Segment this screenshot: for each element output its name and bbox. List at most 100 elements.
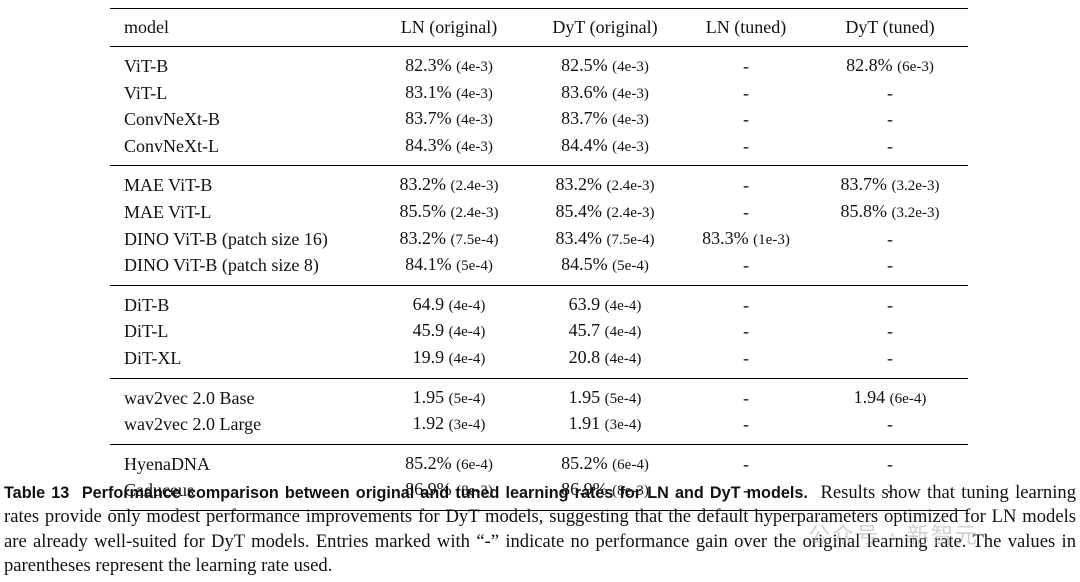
cell-value: 1.95 <box>568 386 601 407</box>
cell-ln-original: 82.3% (4e-3) <box>368 47 530 80</box>
cell-learning-rate: (6e-4) <box>612 456 649 473</box>
table-row: ViT-L 83.1% (4e-3) 83.6% (4e-3) - - <box>110 80 968 107</box>
cell-value: - <box>887 453 893 474</box>
cell-dyt-original: 82.5% (4e-3) <box>530 47 680 80</box>
cell-value: - <box>887 255 893 276</box>
cell-dyt-original: 85.2% (6e-4) <box>530 444 680 477</box>
cell-dyt-tuned: - <box>812 477 968 510</box>
cell-dyt-original: 86.9% (8e-3) <box>530 477 680 510</box>
cell-value: - <box>887 321 893 342</box>
cell-value: - <box>743 347 749 368</box>
cell-ln-tuned: - <box>680 477 812 510</box>
cell-value: - <box>743 135 749 156</box>
table-row: MAE ViT-B 83.2% (2.4e-3) 83.2% (2.4e-3) -83… <box>110 166 968 199</box>
cell-learning-rate: (4e-4) <box>604 350 642 367</box>
table-row: wav2vec 2.0 Base 1.95 (5e-4) 1.95 (5e-4) -1… <box>110 378 968 411</box>
cell-ln-tuned: - <box>680 166 812 199</box>
cell-learning-rate: (7.5e-4) <box>450 231 499 248</box>
cell-ln-original: 84.1% (5e-4) <box>368 252 530 285</box>
cell-learning-rate: (8e-3) <box>612 483 649 500</box>
table-row: DINO ViT-B (patch size 16) 83.2% (7.5e-4)… <box>110 226 968 253</box>
cell-ln-original: 85.2% (6e-4) <box>368 444 530 477</box>
cell-value: 45.7 <box>568 320 601 341</box>
cell-value: 85.2% <box>405 452 452 473</box>
cell-value: 19.9 <box>412 346 445 367</box>
cell-dyt-original: 63.9 (4e-4) <box>530 285 680 318</box>
cell-value: - <box>887 82 893 103</box>
results-table: model LN (original) DyT (original) LN (t… <box>110 8 968 511</box>
table-row: Caduceus 86.9% (8e-3) 86.9% (8e-3) - - <box>110 477 968 510</box>
cell-value: 83.3% <box>702 227 749 248</box>
cell-value: 45.9 <box>412 320 445 341</box>
cell-value: - <box>887 294 893 315</box>
cell-learning-rate: (2.4e-3) <box>606 204 655 221</box>
cell-dyt-original: 83.2% (2.4e-3) <box>530 166 680 199</box>
cell-value: 86.9% <box>561 479 608 500</box>
cell-value: 84.1% <box>405 254 452 275</box>
cell-learning-rate: (6e-3) <box>897 59 934 75</box>
cell-dyt-original: 1.91 (3e-4) <box>530 411 680 444</box>
cell-model: MAE ViT-B <box>124 175 213 196</box>
cell-ln-original: 45.9 (4e-4) <box>368 318 530 345</box>
cell-learning-rate: (3e-4) <box>448 417 486 434</box>
cell-learning-rate: (4e-3) <box>456 138 493 155</box>
cell-learning-rate: (5e-4) <box>448 390 486 407</box>
table-row: MAE ViT-L 85.5% (2.4e-3) 85.4% (2.4e-3) -85… <box>110 199 968 226</box>
table-group: HyenaDNA 85.2% (6e-4) 85.2% (6e-4) - - Caduce… <box>110 444 968 511</box>
cell-value: - <box>743 480 749 501</box>
cell-learning-rate: (4e-4) <box>604 324 642 341</box>
cell-value: 85.8% <box>840 200 888 221</box>
cell-value: - <box>743 82 749 103</box>
cell-value: 1.94 <box>853 386 886 407</box>
cell-ln-original: 86.9% (8e-3) <box>368 477 530 510</box>
cell-learning-rate: (3.2e-3) <box>891 178 940 195</box>
cell-value: 85.5% <box>399 200 447 221</box>
table-row: ConvNeXt-B 83.7% (4e-3) 83.7% (4e-3) - - <box>110 106 968 133</box>
cell-learning-rate: (5e-4) <box>604 390 642 407</box>
cell-dyt-tuned: - <box>812 226 968 253</box>
cell-learning-rate: (4e-3) <box>612 59 649 75</box>
cell-learning-rate: (2.4e-3) <box>606 178 655 195</box>
cell-value: - <box>743 321 749 342</box>
cell-value: - <box>743 109 749 130</box>
cell-learning-rate: (3e-4) <box>604 417 642 434</box>
cell-ln-original: 64.9 (4e-4) <box>368 285 530 318</box>
table-group: wav2vec 2.0 Base 1.95 (5e-4) 1.95 (5e-4) -1… <box>110 378 968 445</box>
cell-value: 1.91 <box>568 413 601 434</box>
cell-learning-rate: (5e-4) <box>612 258 649 275</box>
cell-learning-rate: (3.2e-3) <box>891 204 940 221</box>
cell-dyt-original: 1.95 (5e-4) <box>530 378 680 411</box>
table-caption: Table 13 Performance comparison between … <box>4 481 1076 579</box>
cell-value: - <box>743 387 749 408</box>
cell-value: - <box>887 347 893 368</box>
cell-learning-rate: (8e-3) <box>456 483 493 500</box>
cell-ln-tuned: - <box>680 47 812 80</box>
header-dyt-tuned: DyT (tuned) <box>845 17 935 37</box>
header-dyt-original: DyT (original) <box>552 17 658 37</box>
cell-value: - <box>743 414 749 435</box>
cell-dyt-tuned: 82.8% (6e-3) <box>812 47 968 80</box>
cell-learning-rate: (4e-3) <box>456 112 493 129</box>
cell-value: - <box>887 109 893 130</box>
cell-value: 1.95 <box>412 386 445 407</box>
cell-model: DiT-XL <box>124 347 182 368</box>
cell-dyt-tuned: - <box>812 318 968 345</box>
cell-dyt-tuned: - <box>812 411 968 444</box>
cell-ln-tuned: 83.3% (1e-3) <box>680 226 812 253</box>
cell-dyt-tuned: - <box>812 106 968 133</box>
cell-dyt-tuned: - <box>812 444 968 477</box>
cell-model: Caduceus <box>124 480 194 501</box>
cell-value: 83.2% <box>399 227 447 248</box>
cell-value: 84.4% <box>561 134 608 155</box>
cell-learning-rate: (6e-4) <box>456 456 493 473</box>
cell-value: - <box>743 201 749 222</box>
header-model: model <box>124 17 169 37</box>
table-row: HyenaDNA 85.2% (6e-4) 85.2% (6e-4) - - <box>110 444 968 477</box>
cell-value: 64.9 <box>412 293 445 314</box>
cell-learning-rate: (4e-3) <box>612 85 649 102</box>
cell-learning-rate: (4e-4) <box>448 297 486 314</box>
cell-model: ViT-B <box>124 56 169 76</box>
cell-ln-original: 83.7% (4e-3) <box>368 106 530 133</box>
cell-value: 83.4% <box>555 227 603 248</box>
table-row: ViT-B 82.3% (4e-3) 82.5% (4e-3) -82.8% (6e-… <box>110 47 968 80</box>
